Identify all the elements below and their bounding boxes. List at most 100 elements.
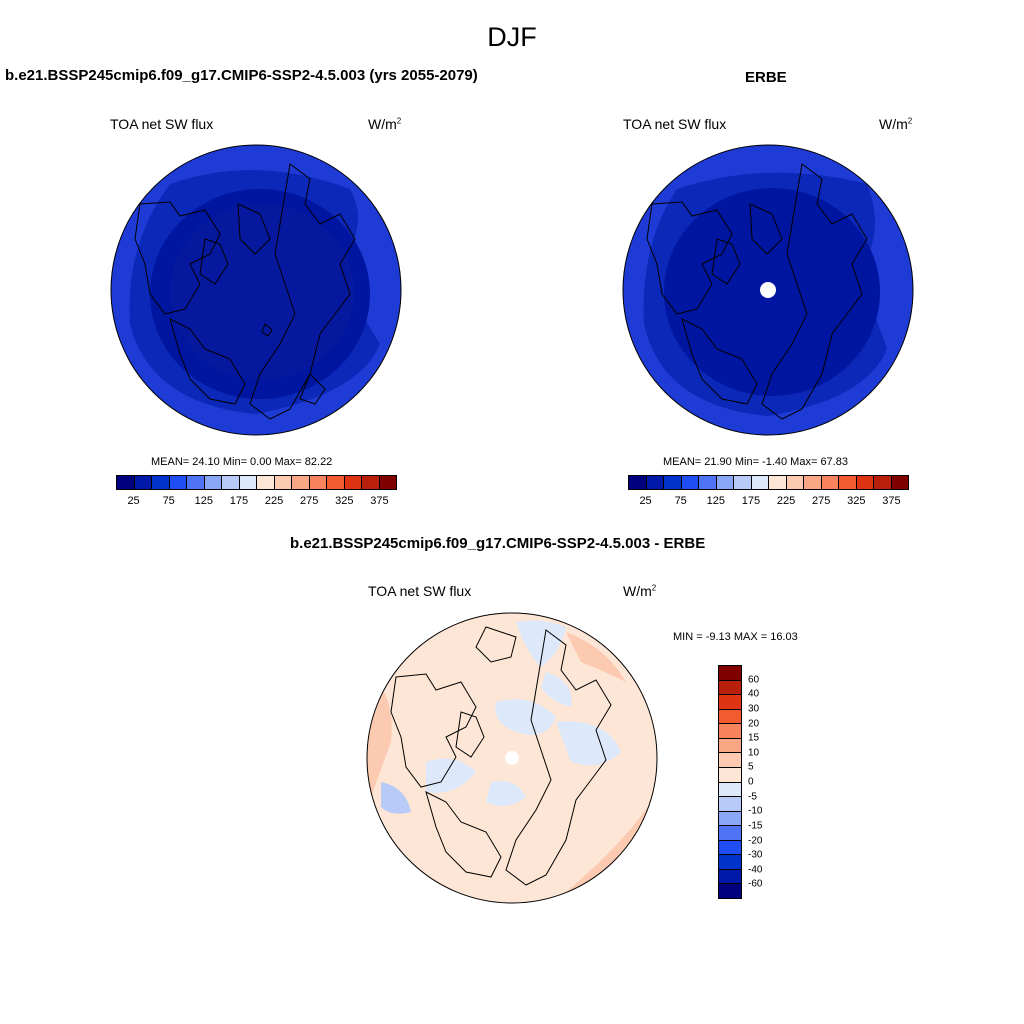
diff-colorbar [718,665,742,899]
colorbar-swatch [891,476,908,489]
figure-title: DJF [487,22,537,52]
colorbar-tick-label: 60 [748,674,760,686]
colorbar-tick-label: 225 [776,495,796,507]
colorbar-tick-label: -5 [748,791,757,803]
colorbar-swatch [719,695,741,710]
colorbar-swatch [152,476,170,489]
colorbar-tick-label: 75 [674,495,687,507]
colorbar-tick-label: 25 [639,495,652,507]
diff-units-label: W/m2 [623,583,657,599]
colorbar-tick-label: 125 [706,495,725,507]
colorbar-tick-label: -15 [748,820,763,832]
colorbar-tick-label: -20 [748,835,763,846]
colorbar-tick-label: 5 [748,761,754,773]
colorbar-tick-label: 325 [335,495,354,507]
colorbar-swatch [719,767,741,783]
diff-colorbar-ticks: 60 40 30 20 15 10 5 0 -5 -10 -15 -20 -30 -40 -60 [748,665,788,899]
colorbar-tick-label: 375 [882,495,901,507]
model-polar-map [110,144,402,436]
colorbar-swatch [664,476,682,489]
model-units-label: W/m2 [368,116,402,132]
colorbar-swatch [681,476,699,489]
obs-variable-label: TOA net SW flux [623,116,727,132]
colorbar-swatch [856,476,874,489]
colorbar-swatch [222,476,240,489]
model-stats: MEAN= 24.10 Min= 0.00 Max= 82.22 [151,456,333,468]
colorbar-swatch [769,476,787,489]
colorbar-swatch [379,476,396,489]
colorbar-swatch [751,476,769,489]
colorbar-swatch [719,738,741,754]
colorbar-swatch [362,476,380,489]
colorbar-swatch [719,869,741,885]
colorbar-swatch [719,855,741,870]
colorbar-swatch [719,666,741,681]
colorbar-tick-label: 40 [748,688,760,700]
colorbar-tick-label: -40 [748,864,763,876]
colorbar-tick-label: 175 [229,495,249,507]
diff-panel-title: b.e21.BSSP245cmip6.f09_g17.CMIP6-SSP2-4.… [290,535,706,552]
model-colorbar-ticks: 25 75 125 175 225 275 325 375 [116,495,397,509]
colorbar-swatch [719,797,741,812]
diff-variable-label: TOA net SW flux [368,583,472,599]
colorbar-swatch [874,476,892,489]
diff-polar-map [366,612,658,904]
obs-colorbar [628,475,909,490]
colorbar-tick-label: 75 [162,495,175,507]
colorbar-swatch [839,476,857,489]
colorbar-swatch [257,476,275,489]
colorbar-swatch [719,782,741,798]
obs-colorbar-ticks: 25 75 125 175 225 275 325 375 [628,495,909,509]
obs-polar-map [622,144,914,436]
obs-units-label: W/m2 [879,116,913,132]
colorbar-tick-label: 375 [370,495,389,507]
colorbar-swatch [804,476,822,489]
colorbar-tick-label: 0 [748,776,754,788]
colorbar-swatch [719,709,741,725]
colorbar-tick-label: 10 [748,747,760,759]
obs-stats: MEAN= 21.90 Min= -1.40 Max= 67.83 [663,456,848,468]
model-colorbar [116,475,397,490]
colorbar-tick-label: 20 [748,718,760,729]
obs-panel-title: ERBE [745,69,787,86]
colorbar-swatch [719,753,741,768]
model-panel-title: b.e21.BSSP245cmip6.f09_g17.CMIP6-SSP2-4.… [5,67,478,84]
colorbar-tick-label: 325 [847,495,866,507]
colorbar-swatch [734,476,752,489]
colorbar-swatch [719,811,741,827]
colorbar-swatch [327,476,345,489]
colorbar-swatch [204,476,222,489]
colorbar-swatch [821,476,839,489]
colorbar-swatch [719,724,741,739]
model-variable-label: TOA net SW flux [110,116,214,132]
colorbar-tick-label: 225 [264,495,284,507]
diff-stats: MIN = -9.13 MAX = 16.03 [673,631,798,643]
colorbar-tick-label: 25 [127,495,140,507]
colorbar-swatch [719,826,741,841]
colorbar-swatch [344,476,362,489]
colorbar-swatch [239,476,257,489]
colorbar-tick-label: 175 [741,495,761,507]
colorbar-tick-label: -10 [748,805,763,817]
colorbar-swatch [134,476,152,489]
colorbar-swatch [719,840,741,856]
colorbar-swatch [169,476,187,489]
colorbar-tick-label: 125 [194,495,213,507]
colorbar-swatch [646,476,664,489]
colorbar-tick-label: 15 [748,732,760,744]
colorbar-swatch [309,476,327,489]
colorbar-tick-label: -30 [748,849,763,861]
colorbar-swatch [699,476,717,489]
colorbar-tick-label: 275 [812,495,831,507]
colorbar-swatch [719,884,741,898]
colorbar-swatch [274,476,292,489]
colorbar-swatch [117,476,135,489]
colorbar-swatch [786,476,804,489]
colorbar-tick-label: -60 [748,878,763,890]
colorbar-swatch [629,476,647,489]
colorbar-swatch [292,476,310,489]
colorbar-swatch [716,476,734,489]
colorbar-tick-label: 30 [748,703,760,715]
colorbar-swatch [187,476,205,489]
colorbar-swatch [719,680,741,696]
